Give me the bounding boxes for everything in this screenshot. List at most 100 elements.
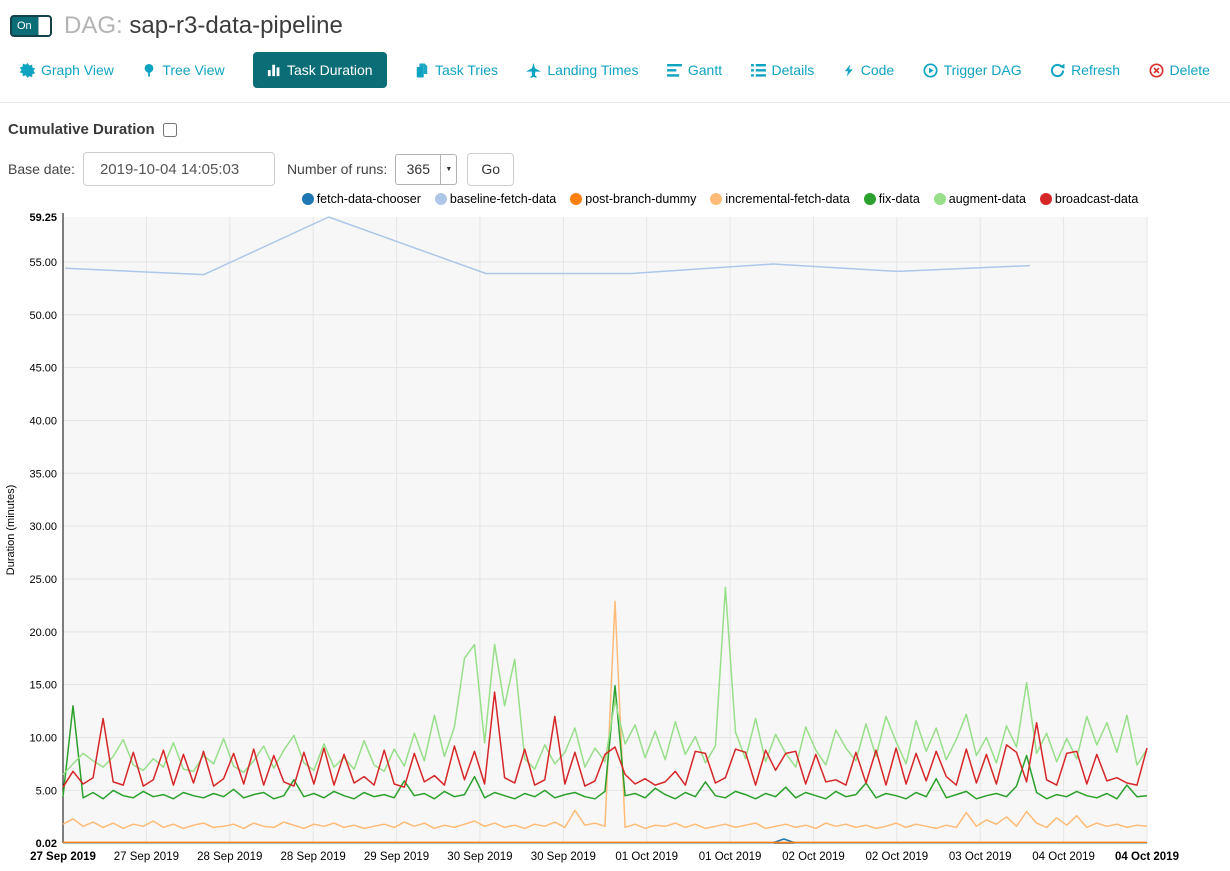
- svg-text:50.00: 50.00: [29, 310, 57, 322]
- tab-refresh[interactable]: Refresh: [1050, 62, 1120, 78]
- number-of-runs-label: Number of runs:: [286, 161, 388, 177]
- svg-text:27 Sep 2019: 27 Sep 2019: [30, 851, 96, 863]
- svg-text:30 Sep 2019: 30 Sep 2019: [531, 851, 596, 863]
- svg-text:0.02: 0.02: [36, 838, 57, 850]
- legend-dot: [933, 193, 946, 205]
- tab-label: Delete: [1169, 62, 1210, 78]
- legend-label: post-branch-dummy: [585, 192, 697, 206]
- task-tries-icon: [415, 63, 429, 78]
- task-duration-icon: [267, 63, 281, 77]
- series-line-augment-data: [62, 586, 1148, 776]
- series-line-broadcast-data: [62, 691, 1148, 788]
- toggle-knob: [38, 17, 50, 35]
- cumulative-duration-checkbox[interactable]: [162, 122, 177, 137]
- svg-text:29 Sep 2019: 29 Sep 2019: [364, 851, 429, 863]
- svg-text:03 Oct 2019: 03 Oct 2019: [949, 851, 1012, 863]
- landing-times-icon: [526, 62, 542, 78]
- tab-label: Graph View: [41, 62, 114, 78]
- tab-label: Task Duration: [286, 62, 373, 78]
- tab-trigger-dag[interactable]: Trigger DAG: [923, 62, 1022, 78]
- svg-text:28 Sep 2019: 28 Sep 2019: [281, 851, 346, 863]
- legend-label: broadcast-data: [1054, 192, 1139, 206]
- details-icon: [750, 63, 766, 77]
- go-button[interactable]: Go: [467, 152, 514, 186]
- svg-text:20.00: 20.00: [29, 627, 57, 639]
- legend-dot: [434, 193, 447, 205]
- legend-dot: [1039, 193, 1052, 205]
- tab-graph-view[interactable]: Graph View: [20, 62, 114, 78]
- cumulative-duration-label: Cumulative Duration: [8, 121, 155, 138]
- tab-label: Code: [860, 62, 895, 78]
- tab-code[interactable]: Code: [843, 62, 894, 78]
- legend-item-incremental-fetch-data[interactable]: incremental-fetch-data: [703, 192, 856, 206]
- code-icon: [843, 63, 855, 78]
- svg-text:27 Sep 2019: 27 Sep 2019: [114, 851, 179, 863]
- tab-task-tries[interactable]: Task Tries: [415, 62, 498, 78]
- svg-text:30.00: 30.00: [29, 521, 57, 533]
- svg-text:45.00: 45.00: [29, 363, 57, 375]
- svg-text:01 Oct 2019: 01 Oct 2019: [615, 851, 678, 863]
- legend-label: augment-data: [948, 192, 1026, 206]
- tab-task-duration[interactable]: Task Duration: [252, 52, 387, 88]
- page-header: On DAG: sap-r3-data-pipeline: [0, 0, 1230, 42]
- svg-text:30 Sep 2019: 30 Sep 2019: [447, 851, 512, 863]
- tab-gantt[interactable]: Gantt: [666, 62, 723, 78]
- legend-dot: [570, 193, 583, 205]
- legend-item-post-branch-dummy[interactable]: post-branch-dummy: [563, 192, 703, 206]
- chart-legend: fetch-data-chooser baseline-fetch-data pos…: [105, 192, 1230, 206]
- base-date-input[interactable]: [82, 152, 275, 186]
- series-line-baseline-fetch-data: [65, 216, 1030, 276]
- svg-text:Duration (minutes): Duration (minutes): [5, 485, 17, 575]
- svg-text:28 Sep 2019: 28 Sep 2019: [197, 851, 262, 863]
- select-dropdown-arrow-icon: ▼: [440, 154, 456, 184]
- svg-text:10.00: 10.00: [29, 733, 57, 745]
- dag-label-prefix: DAG:: [64, 12, 123, 39]
- legend-item-baseline-fetch-data[interactable]: baseline-fetch-data: [428, 192, 563, 206]
- legend-dot: [301, 193, 314, 205]
- legend-item-fix-data[interactable]: fix-data: [857, 192, 927, 206]
- series-line-incremental-fetch-data: [62, 600, 1148, 830]
- number-of-runs-select[interactable]: 365 ▼: [395, 153, 458, 185]
- svg-text:55.00: 55.00: [29, 257, 57, 269]
- number-of-runs-value: 365: [406, 161, 430, 177]
- tab-details[interactable]: Details: [750, 62, 815, 78]
- tab-label: Tree View: [162, 62, 225, 78]
- svg-text:04 Oct 2019: 04 Oct 2019: [1032, 851, 1095, 863]
- dag-pause-toggle[interactable]: On: [10, 15, 52, 37]
- legend-dot: [710, 193, 723, 205]
- tab-label: Details: [771, 62, 815, 78]
- tab-label: Landing Times: [547, 62, 639, 78]
- gantt-icon: [666, 63, 682, 77]
- toggle-on-label: On: [17, 20, 32, 32]
- legend-label: incremental-fetch-data: [725, 192, 850, 206]
- legend-label: fix-data: [878, 192, 920, 206]
- tab-tree-view[interactable]: Tree View: [142, 62, 225, 78]
- refresh-icon: [1050, 63, 1065, 78]
- legend-item-fetch-data-chooser[interactable]: fetch-data-chooser: [295, 192, 428, 206]
- svg-text:59.25: 59.25: [29, 212, 57, 224]
- graph-view-icon: [20, 62, 35, 78]
- task-duration-plot: 59.25 55.00 50.00 45.00 40.00 35.00 30.00 25.00…: [5, 212, 1179, 863]
- tab-landing-times[interactable]: Landing Times: [526, 62, 638, 78]
- page-title: DAG: sap-r3-data-pipeline: [64, 12, 343, 40]
- dag-view-nav: Graph View Tree View Task Duration Task …: [0, 42, 1230, 103]
- dag-name: sap-r3-data-pipeline: [129, 12, 343, 39]
- trigger-dag-icon: [923, 62, 938, 78]
- tab-label: Refresh: [1071, 62, 1121, 78]
- svg-text:35.00: 35.00: [29, 468, 57, 480]
- tab-label: Gantt: [687, 62, 723, 78]
- svg-text:01 Oct 2019: 01 Oct 2019: [699, 851, 762, 863]
- base-date-label: Base date:: [8, 161, 75, 177]
- legend-item-augment-data[interactable]: augment-data: [927, 192, 1033, 206]
- tab-delete[interactable]: Delete: [1148, 62, 1210, 78]
- svg-text:02 Oct 2019: 02 Oct 2019: [866, 851, 929, 863]
- legend-item-broadcast-data[interactable]: broadcast-data: [1033, 192, 1145, 206]
- tree-view-icon: [142, 63, 156, 78]
- svg-text:15.00: 15.00: [29, 680, 57, 692]
- series-line-fix-data: [62, 684, 1148, 800]
- legend-label: baseline-fetch-data: [449, 192, 557, 206]
- legend-label: fetch-data-chooser: [316, 192, 421, 206]
- delete-icon: [1148, 62, 1164, 78]
- legend-dot: [863, 193, 876, 205]
- svg-text:02 Oct 2019: 02 Oct 2019: [782, 851, 845, 863]
